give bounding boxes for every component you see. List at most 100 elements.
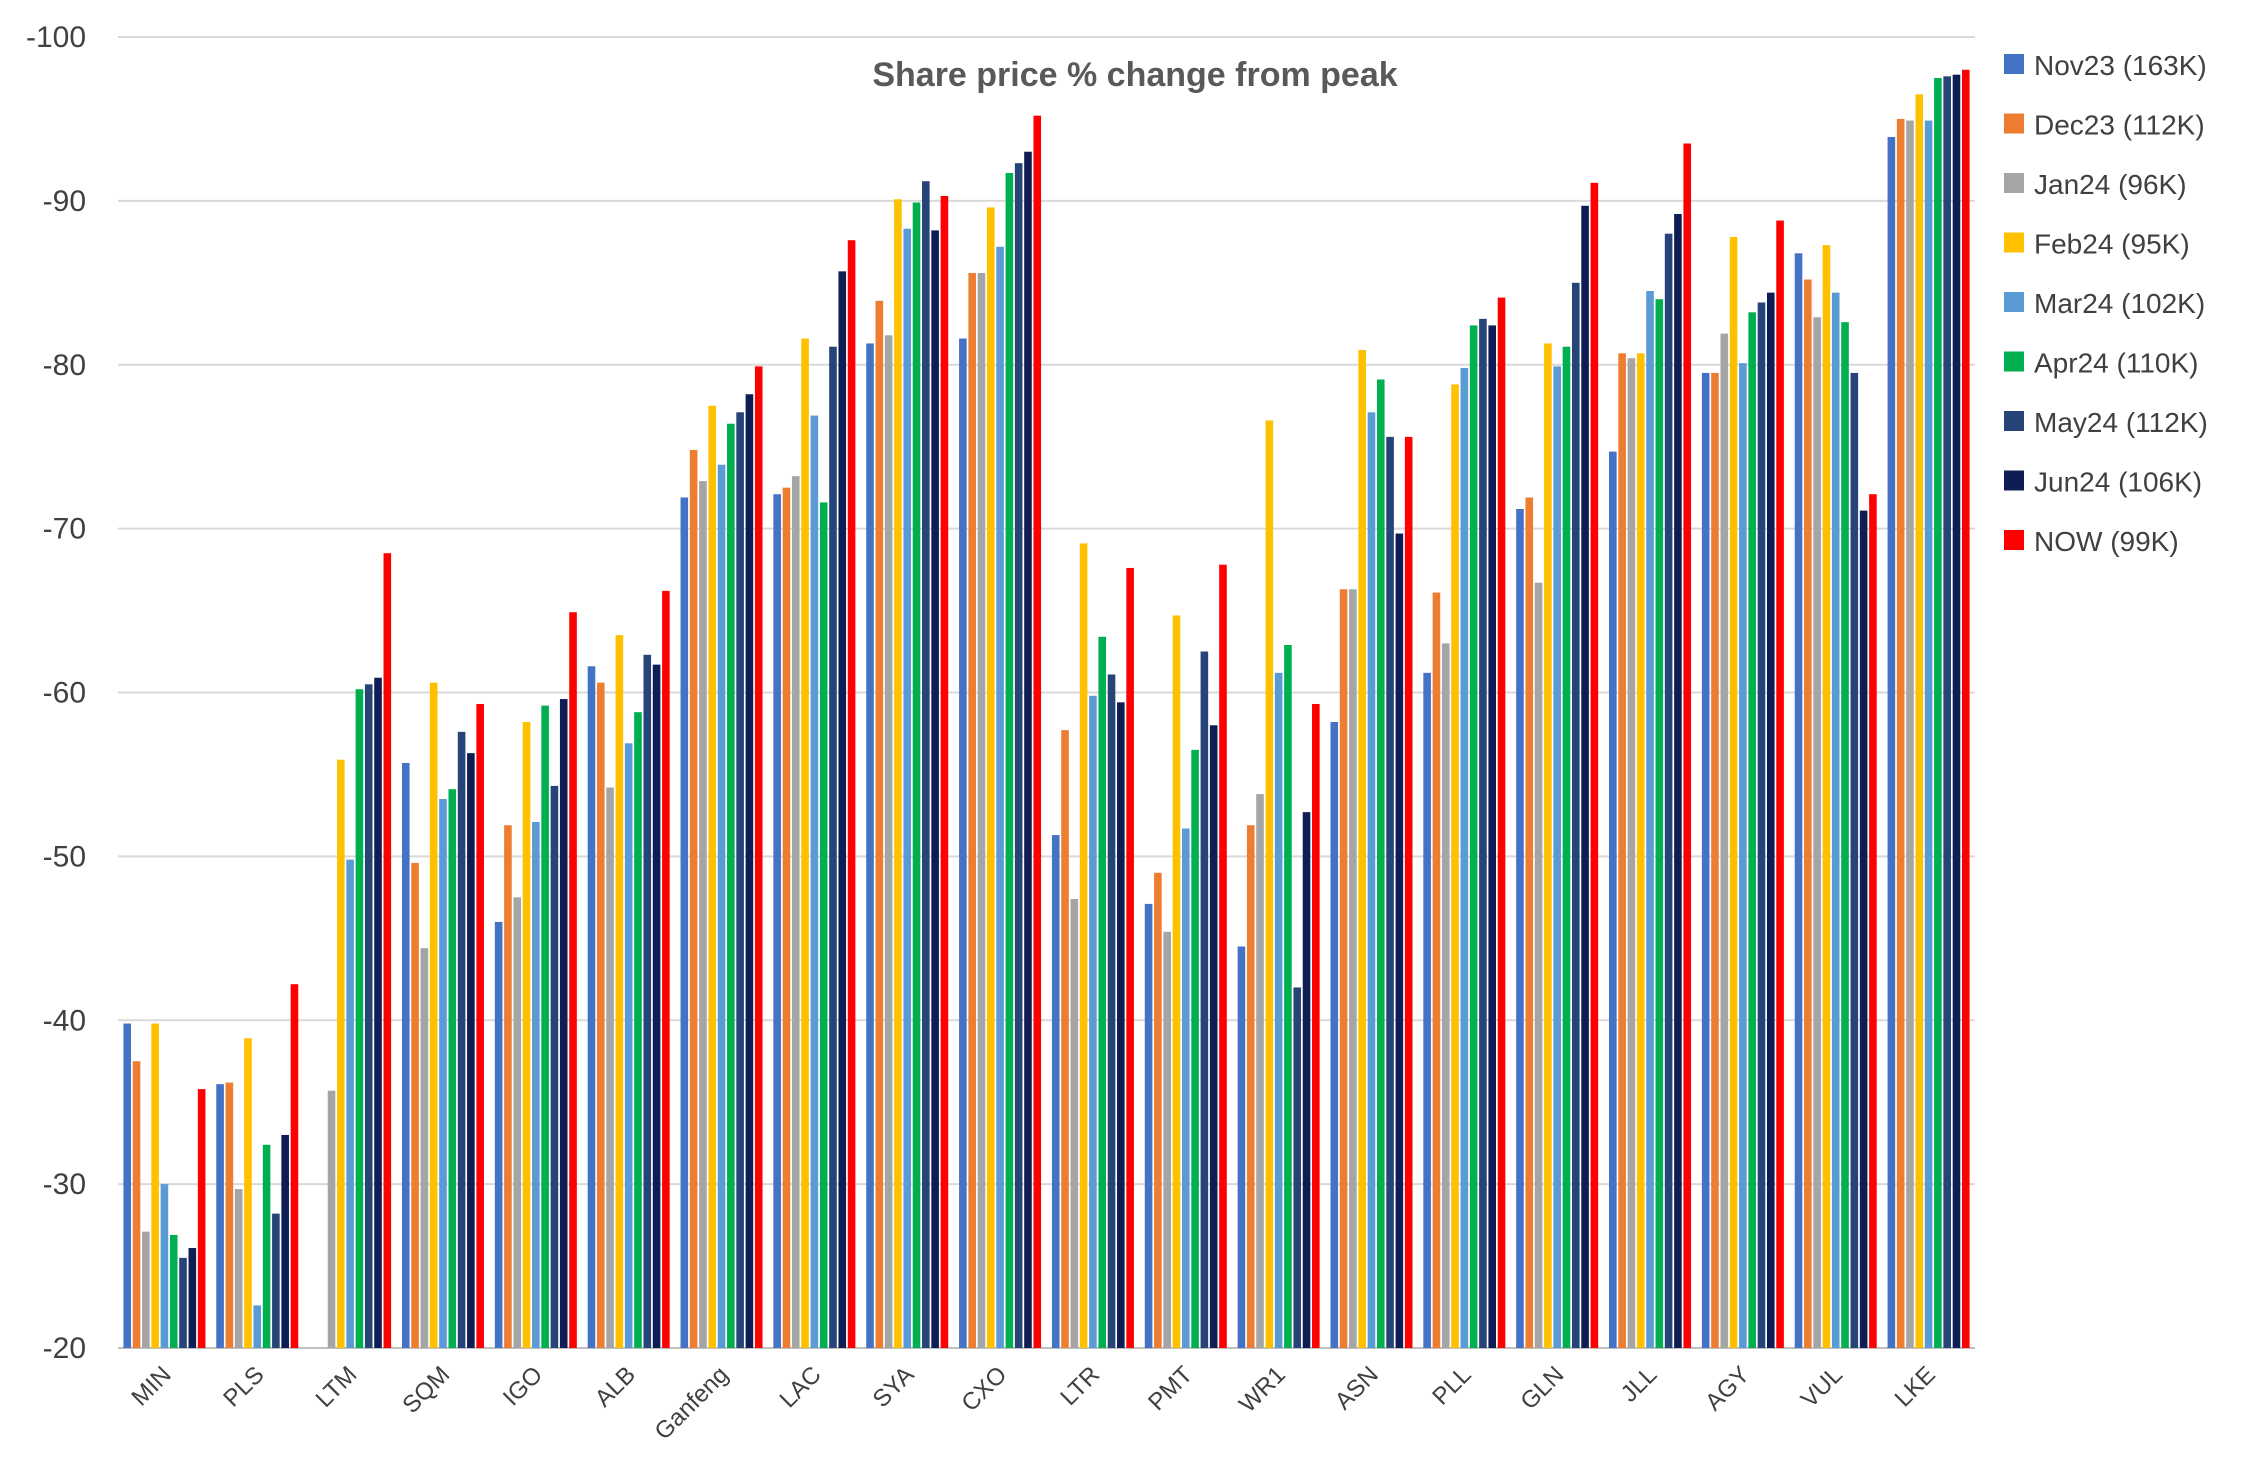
bar xyxy=(791,476,800,1348)
bar xyxy=(866,343,874,1348)
bar xyxy=(1330,721,1339,1348)
bar xyxy=(142,1231,150,1348)
bar xyxy=(1618,353,1626,1348)
bar xyxy=(1887,136,1896,1348)
bar xyxy=(1200,651,1209,1348)
bar xyxy=(1636,353,1645,1348)
bar xyxy=(1014,163,1023,1349)
bar xyxy=(1581,205,1589,1348)
y-tick-label: -80 xyxy=(43,349,86,382)
bar-group-jll xyxy=(1609,143,1692,1349)
legend-label: Nov23 (163K) xyxy=(2034,50,2207,81)
bar xyxy=(1256,794,1264,1348)
bar xyxy=(1172,615,1181,1348)
bar xyxy=(429,682,438,1348)
bar xyxy=(1005,173,1014,1349)
bar xyxy=(1534,582,1543,1348)
bar xyxy=(1943,76,1951,1349)
legend-item: Jun24 (106K) xyxy=(2004,467,2202,498)
legend-swatch xyxy=(2004,470,2024,491)
bar xyxy=(1079,543,1088,1348)
bar xyxy=(1126,567,1134,1348)
legend-label: Dec23 (112K) xyxy=(2034,110,2205,141)
bar-group-pls xyxy=(216,984,299,1348)
bar xyxy=(1265,420,1274,1348)
bar-group-pmt xyxy=(1144,564,1227,1348)
bar xyxy=(401,762,410,1348)
bar xyxy=(1191,749,1199,1348)
bar xyxy=(1107,674,1116,1348)
bar xyxy=(1553,366,1561,1348)
bar xyxy=(272,1213,280,1348)
y-tick-label: -90 xyxy=(43,185,86,218)
bar xyxy=(253,1305,262,1348)
bar xyxy=(1757,302,1766,1348)
bar xyxy=(1061,730,1069,1348)
bar-group-pll xyxy=(1423,297,1506,1349)
bar xyxy=(1683,143,1692,1348)
bar xyxy=(1070,898,1079,1348)
bar xyxy=(884,335,893,1348)
bar-group-asn xyxy=(1330,350,1413,1349)
bar-group-ltr xyxy=(1051,543,1134,1348)
bar xyxy=(1896,118,1905,1348)
bar xyxy=(457,731,466,1348)
legend-swatch xyxy=(2004,530,2024,550)
bar xyxy=(1404,436,1413,1349)
bar xyxy=(1274,672,1283,1348)
bar xyxy=(1915,94,1924,1349)
bar xyxy=(160,1184,169,1348)
bar xyxy=(1312,703,1320,1348)
y-tick-label: -30 xyxy=(43,1168,86,1201)
bar xyxy=(1794,253,1803,1349)
legend-item: Dec23 (112K) xyxy=(2004,110,2205,141)
bar xyxy=(439,799,447,1348)
legend-item: Apr24 (110K) xyxy=(2004,348,2198,379)
bar xyxy=(1349,589,1357,1348)
bar xyxy=(1841,322,1849,1349)
bar xyxy=(281,1134,289,1348)
bar xyxy=(699,481,707,1348)
bar xyxy=(355,689,364,1348)
bar xyxy=(1339,589,1348,1348)
bar xyxy=(1367,412,1376,1348)
bar xyxy=(1711,372,1719,1349)
bar xyxy=(1089,695,1097,1348)
legend-item: May24 (112K) xyxy=(2004,407,2208,438)
bar xyxy=(736,412,744,1348)
bar xyxy=(1219,564,1227,1348)
bar xyxy=(1395,533,1404,1348)
bar xyxy=(188,1248,197,1348)
y-tick-label: -40 xyxy=(43,1004,86,1037)
bar xyxy=(476,703,484,1348)
bar xyxy=(1051,835,1060,1348)
y-axis-ticks: -100 -90 -80 -70 -60 -50 -40 -30 -20 xyxy=(26,21,86,1365)
bar-group-sqm xyxy=(401,682,484,1348)
bar-group-vul xyxy=(1794,245,1877,1349)
bar xyxy=(1571,282,1580,1348)
legend: Nov23 (163K) Dec23 (112K) Jan24 (96K) Feb24… xyxy=(2004,50,2208,557)
bar xyxy=(420,948,429,1348)
bar xyxy=(986,207,995,1349)
bar xyxy=(1246,825,1255,1348)
bar xyxy=(1655,299,1664,1349)
legend-swatch xyxy=(2004,173,2024,193)
legend-swatch xyxy=(2004,113,2024,134)
legend-label: Apr24 (110K) xyxy=(2034,348,2198,379)
bar xyxy=(1024,151,1032,1348)
bar xyxy=(689,449,698,1349)
bar xyxy=(912,202,921,1348)
bar xyxy=(587,666,596,1348)
bar xyxy=(1961,69,1970,1348)
legend-item: Nov23 (163K) xyxy=(2004,50,2207,81)
chart-title: Share price % change from peak xyxy=(872,56,1397,94)
bar xyxy=(1831,292,1840,1348)
bar xyxy=(1674,213,1682,1349)
bar xyxy=(1098,636,1107,1348)
legend-label: Jun24 (106K) xyxy=(2034,467,2202,498)
bar xyxy=(1525,497,1534,1348)
bar xyxy=(801,338,809,1348)
bar xyxy=(959,338,967,1348)
bar xyxy=(1766,292,1775,1348)
